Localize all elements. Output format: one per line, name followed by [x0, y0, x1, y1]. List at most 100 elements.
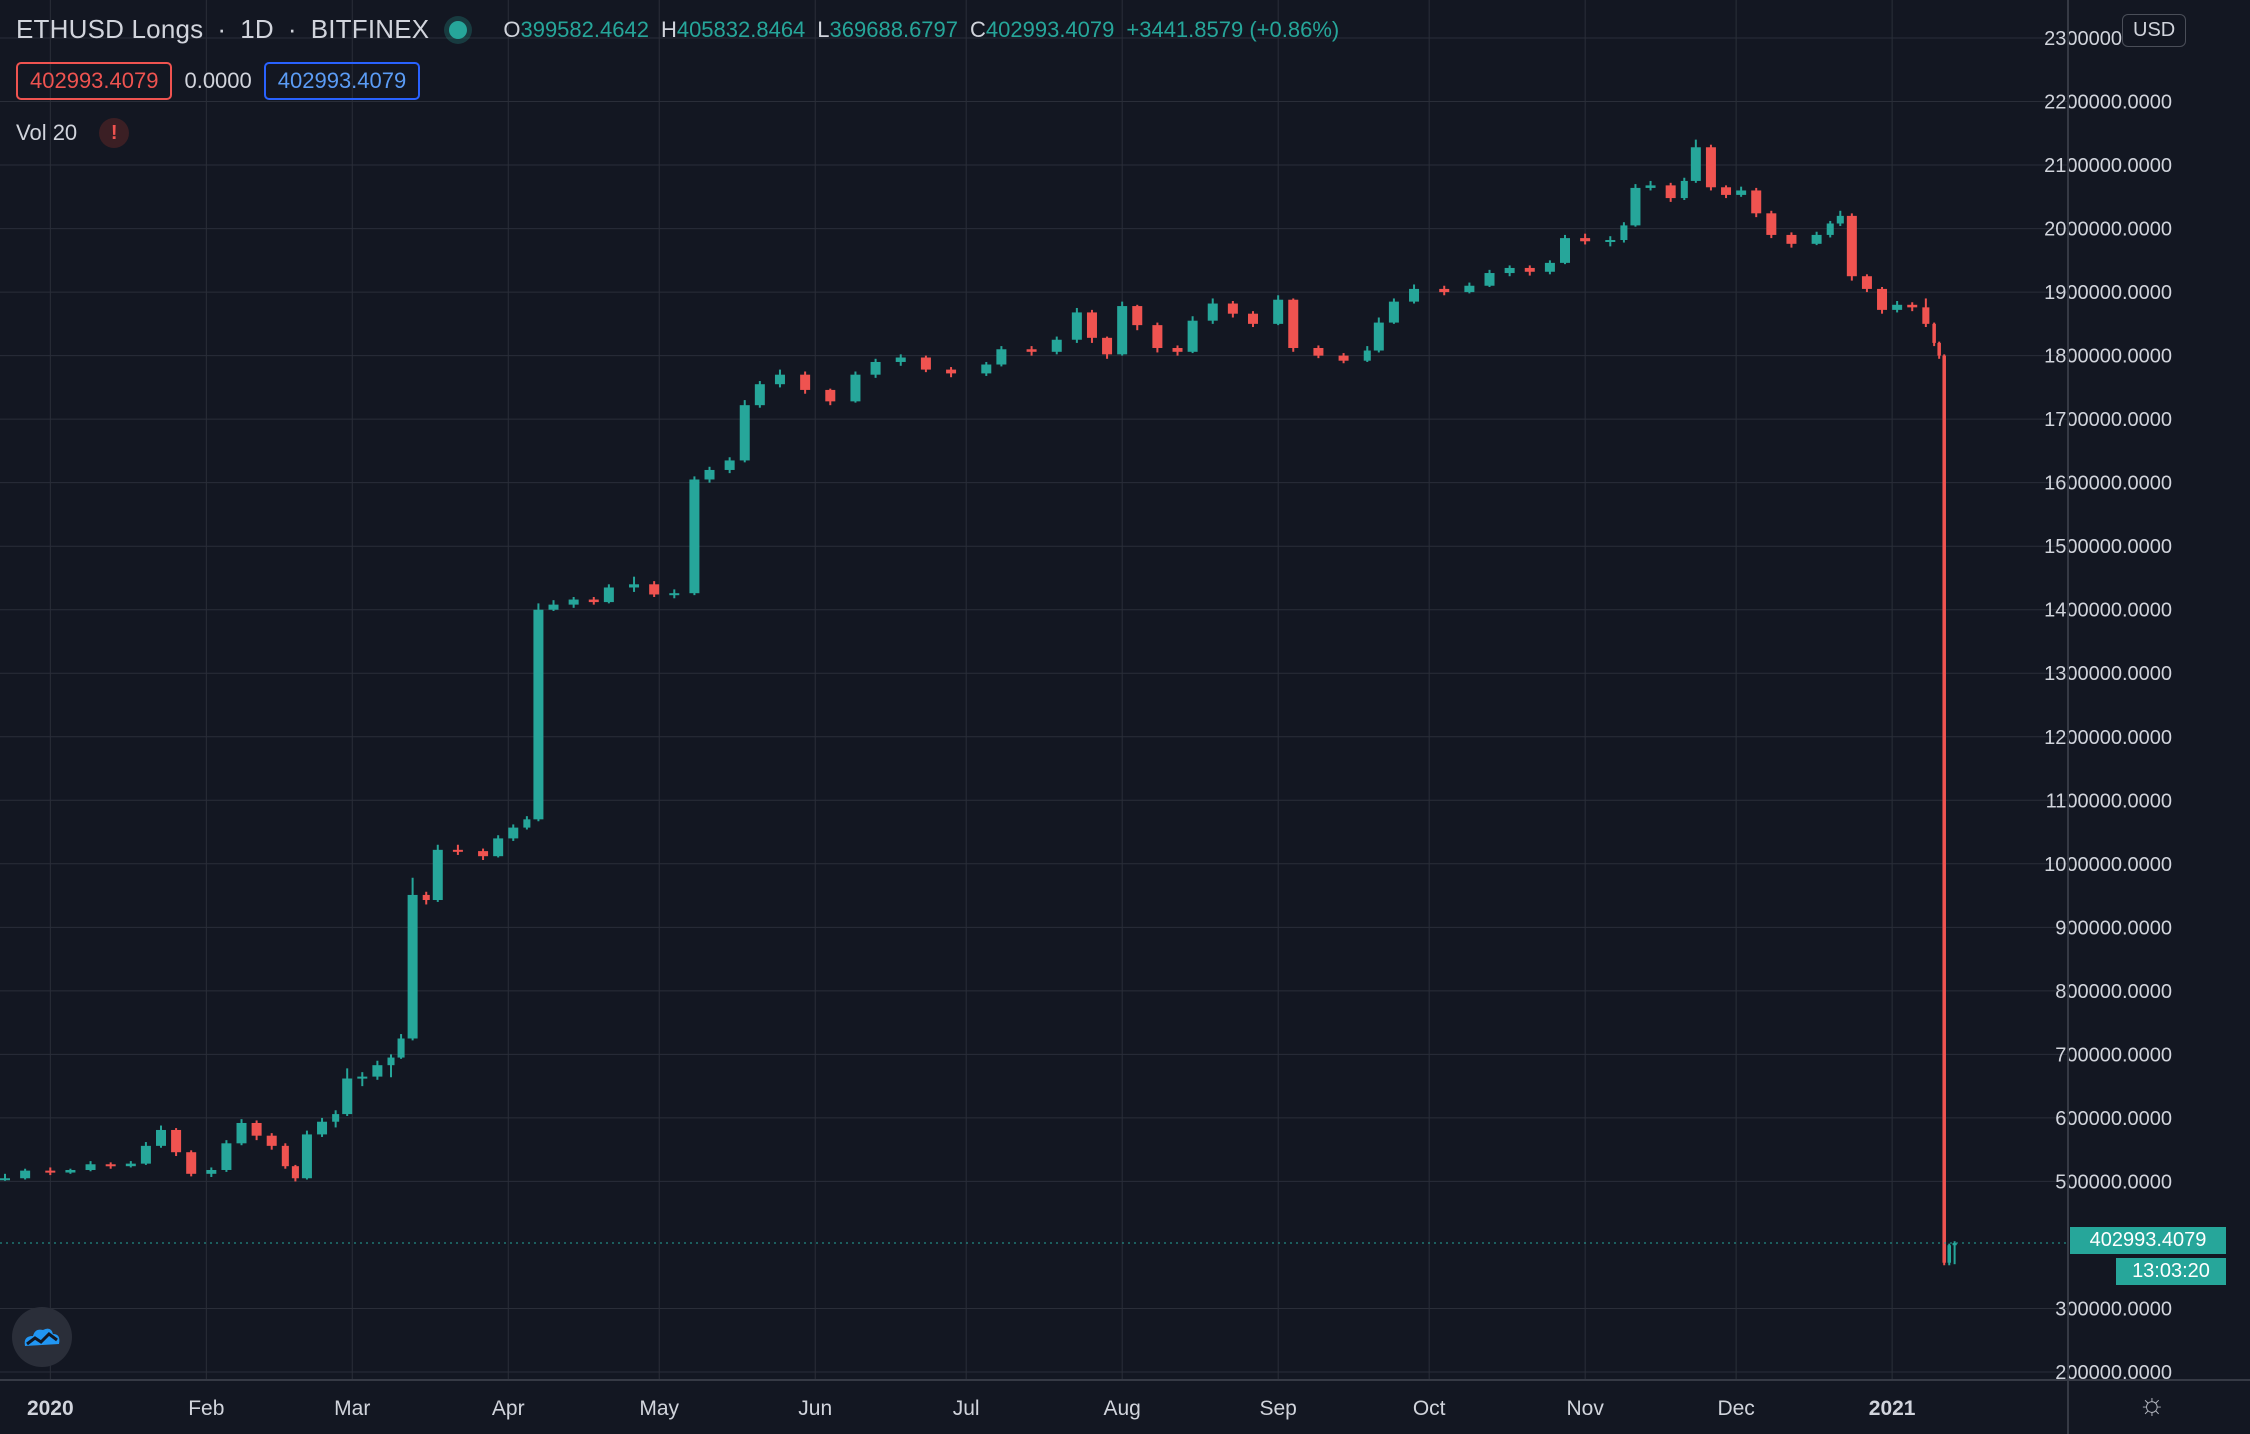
candle-body: [1665, 185, 1676, 199]
interval-label[interactable]: 1D: [240, 14, 274, 44]
candle-body: [649, 584, 660, 595]
candle-body: [1836, 215, 1844, 224]
candle-body: [291, 1166, 299, 1179]
candle-body: [1620, 225, 1628, 241]
candle-body: [1409, 288, 1420, 302]
candle-body: [317, 1121, 328, 1135]
candle-body: [1086, 312, 1097, 338]
candle-body: [996, 349, 1007, 365]
candle-body: [357, 1076, 368, 1079]
candle-body: [1932, 323, 1936, 343]
x-tick-label: Jun: [798, 1397, 832, 1420]
candle-body: [1373, 322, 1384, 351]
candle-body: [1464, 285, 1475, 293]
candle-body: [1102, 337, 1113, 355]
tradingview-logo-icon[interactable]: [12, 1307, 72, 1367]
close-label: C: [970, 16, 986, 42]
indicator-legend: Vol 20 !: [16, 118, 130, 148]
candle-body: [65, 1169, 76, 1173]
candle-body: [45, 1170, 56, 1173]
candle-body: [281, 1145, 289, 1167]
candle-body: [1132, 306, 1143, 326]
y-tick-label: 2100000.0000: [2044, 155, 2172, 177]
volume-indicator-label[interactable]: Vol 20: [16, 120, 78, 145]
candle-body: [422, 894, 430, 901]
candle-body: [1846, 215, 1857, 277]
candle-body: [251, 1122, 262, 1136]
candle-body: [407, 894, 418, 1039]
candle-body: [1721, 187, 1732, 195]
y-tick-label: 800000.0000: [2055, 981, 2172, 1003]
candle-body: [1922, 307, 1930, 324]
candle-body: [186, 1152, 197, 1174]
y-tick-label: 1100000.0000: [2046, 790, 2172, 812]
candle-body: [1117, 306, 1128, 355]
change-value: +3441.8579 (+0.86%): [1126, 16, 1340, 42]
y-tick-label: 1300000.0000: [2044, 663, 2172, 685]
candle-body: [1544, 262, 1555, 272]
candle-body: [533, 609, 544, 820]
candle-body: [1026, 349, 1037, 352]
high-label: H: [660, 16, 677, 42]
y-tick-label: 2200000.0000: [2044, 92, 2172, 114]
low-label: L: [817, 16, 830, 42]
separator: ·: [287, 14, 297, 44]
y-tick-label: 900000.0000: [2055, 917, 2172, 939]
buy-button[interactable]: 402993.4079: [263, 62, 421, 100]
y-tick-label: 700000.0000: [2055, 1044, 2172, 1066]
candle-body: [603, 587, 614, 603]
candle-body: [301, 1134, 312, 1179]
candle-body: [20, 1170, 31, 1179]
candle-body: [493, 838, 504, 857]
settings-gear-icon[interactable]: ☼: [2138, 1388, 2166, 1421]
candle-body: [452, 849, 463, 852]
currency-button[interactable]: USD: [2122, 14, 2187, 47]
candle-body: [387, 1057, 395, 1066]
y-tick-label: 300000.0000: [2055, 1298, 2172, 1320]
candle-body: [1207, 303, 1218, 321]
candle-body: [1892, 304, 1903, 310]
candle-body: [105, 1164, 116, 1167]
candle-body: [1680, 180, 1688, 199]
candle-body: [332, 1114, 340, 1122]
candle-body: [1248, 313, 1258, 324]
candle-body: [669, 593, 680, 596]
candle-body: [774, 374, 785, 385]
candle-body: [629, 584, 640, 588]
candle-body: [1907, 304, 1918, 308]
market-status-icon[interactable]: [449, 20, 468, 39]
grid: [0, 0, 2068, 1380]
candle-body: [1363, 350, 1371, 361]
candle-body: [895, 357, 906, 362]
candle-body: [1227, 303, 1238, 314]
high-value: 405832.8464: [676, 16, 806, 42]
bar-countdown-label: 13:03:20: [2116, 1258, 2226, 1285]
y-tick-label: 1700000.0000: [2044, 409, 2172, 431]
candle-body: [850, 374, 861, 402]
candle-body: [1580, 238, 1591, 242]
x-tick-label: Dec: [1717, 1397, 1754, 1420]
candle-body: [236, 1122, 247, 1144]
symbol-name[interactable]: ETHUSD Longs: [16, 14, 204, 44]
candle-body: [1439, 288, 1450, 293]
candle-body: [0, 1178, 10, 1181]
candle-body: [1560, 238, 1570, 263]
candle-body: [704, 469, 715, 480]
candle-body: [1877, 288, 1888, 310]
y-tick-label: 600000.0000: [2055, 1108, 2172, 1130]
candle-body: [266, 1135, 277, 1146]
candles: [0, 139, 1957, 1266]
x-tick-label: 2021: [1869, 1397, 1916, 1420]
candle-body: [1187, 320, 1198, 352]
sell-button[interactable]: 402993.4079: [16, 62, 173, 100]
candle-body: [1152, 325, 1163, 348]
y-tick-label: 500000.0000: [2055, 1171, 2172, 1193]
y-tick-label: 1900000.0000: [2044, 282, 2172, 304]
candle-body: [1504, 267, 1515, 274]
warning-icon[interactable]: !: [99, 118, 130, 148]
candle-body: [981, 364, 992, 374]
candle-body: [1388, 301, 1399, 323]
candle-body: [342, 1078, 353, 1115]
spread-value: 0.0000: [184, 68, 252, 93]
